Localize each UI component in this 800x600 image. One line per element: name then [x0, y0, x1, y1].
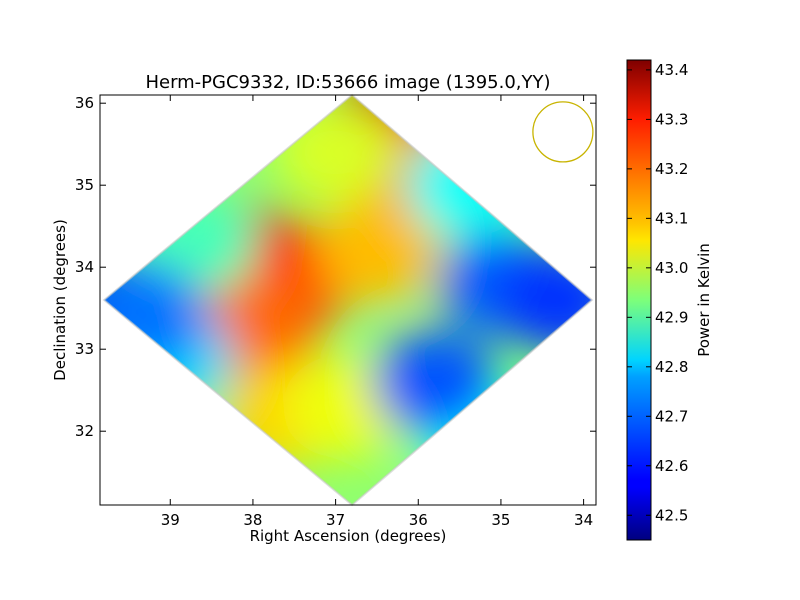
y-tick-label: 33 [75, 340, 94, 358]
heatmap-blob [314, 198, 439, 303]
colorbar-tick-label: 42.6 [655, 457, 688, 475]
x-axis-label: Right Ascension (degrees) [250, 527, 447, 545]
y-tick-label: 34 [75, 258, 94, 276]
x-tick-label: 35 [491, 511, 510, 529]
colorbar-tick-label: 43.2 [655, 160, 688, 178]
x-tick-label: 39 [161, 511, 180, 529]
colorbar-tick-label: 43.3 [655, 110, 688, 128]
x-tick-label: 38 [243, 511, 262, 529]
y-tick-label: 35 [75, 176, 94, 194]
footprint-edge [102, 93, 594, 507]
colorbar-ticks: 42.5 42.6 42.7 42.8 42.9 43.0 43.1 43.2 43.3 43.4 [627, 61, 688, 524]
y-tick-label: 32 [75, 422, 94, 440]
x-axis: 39 38 37 36 35 34 [161, 95, 593, 529]
colorbar-gradient [626, 59, 652, 541]
colorbar-tick-label: 43.0 [655, 259, 688, 277]
colorbar-tick-label: 43.4 [655, 61, 688, 79]
colorbar-tick-label: 42.9 [655, 308, 688, 326]
x-tick-label: 36 [409, 511, 428, 529]
y-axis: 32 33 34 35 36 [75, 94, 596, 440]
colorbar-tick-label: 42.8 [655, 358, 688, 376]
beam-circle [532, 101, 594, 163]
colorbar-tick-label: 42.5 [655, 506, 688, 524]
plot-frame [99, 94, 597, 506]
colorbar-tick-label: 43.1 [655, 209, 688, 227]
chart-title: Herm-PGC9332, ID:53666 image (1395.0,YY) [145, 72, 550, 93]
x-tick-label: 34 [574, 511, 593, 529]
heatmap-plot [99, 93, 597, 507]
y-axis-label: Declination (degrees) [51, 219, 69, 381]
x-tick-label: 37 [326, 511, 345, 529]
colorbar: 42.5 42.6 42.7 42.8 42.9 43.0 43.1 43.2 43.3 43.4… [626, 59, 713, 541]
colorbar-label: Power in Kelvin [695, 243, 713, 357]
y-tick-label: 36 [75, 94, 94, 112]
colorbar-tick-label: 42.7 [655, 407, 688, 425]
